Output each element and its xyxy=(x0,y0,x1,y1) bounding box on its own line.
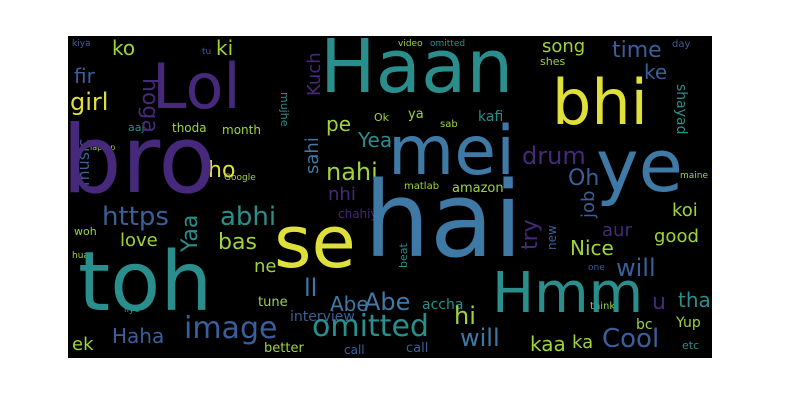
word-ye: ye xyxy=(596,124,683,208)
word-ek: ek xyxy=(72,334,94,355)
word-aaj: aaj xyxy=(128,121,145,134)
word-cloud: kiya tu video omitted day shes laptop aa… xyxy=(68,36,712,358)
word-matlab: matlab xyxy=(404,181,440,192)
word-tune: interview xyxy=(290,309,355,325)
word-Google: Google xyxy=(224,173,256,183)
word-bc: bc xyxy=(636,317,653,333)
word-maine: maine xyxy=(680,171,709,181)
word-call: call xyxy=(406,341,429,356)
word-interview: better xyxy=(264,341,304,356)
word-image: image xyxy=(184,311,278,346)
word-Cool: Cool xyxy=(602,324,660,354)
word-fir: fir xyxy=(74,64,95,88)
word-woh: woh xyxy=(74,225,97,238)
word-Nice: Nice xyxy=(570,236,614,260)
word-tu: tu xyxy=(202,47,212,57)
word-love: love xyxy=(120,230,158,251)
word-ho: ho xyxy=(208,158,236,183)
word-kaa: kaa xyxy=(530,332,566,356)
word-bro: bro xyxy=(68,106,216,215)
word-nhi: nhi xyxy=(328,184,356,205)
word-omitted: omitted xyxy=(312,309,429,344)
word-agar: tune xyxy=(258,295,288,310)
word-Lol: Lol xyxy=(152,50,241,123)
word-ll: ll xyxy=(304,274,318,302)
word-will: will xyxy=(460,324,500,352)
word-better: call xyxy=(344,343,365,357)
word-bhi: bhi xyxy=(552,66,648,139)
word-sahi: sahi xyxy=(302,137,323,174)
word-Haan: Haan xyxy=(320,36,514,110)
word-mei: mei xyxy=(388,112,515,191)
word-ke: ke xyxy=(644,60,668,84)
word-try: try xyxy=(518,219,543,250)
word-ne: ne xyxy=(254,256,277,277)
word-abhi: abhi xyxy=(220,202,277,232)
word-accha: accha xyxy=(422,297,464,313)
word-think: think xyxy=(590,301,616,312)
word-Kya: nahi xyxy=(326,158,378,186)
word-hai: hai xyxy=(364,159,523,281)
word-laptop: laptop xyxy=(90,143,116,152)
word-kiya: kiya xyxy=(72,39,91,49)
word-new: new xyxy=(545,225,559,250)
word-u: u xyxy=(652,290,666,315)
word-sab: sab xyxy=(440,119,458,130)
word-Hmm: Hmm xyxy=(492,261,644,326)
word-girl: girl xyxy=(70,88,109,116)
word-day: day xyxy=(672,39,691,50)
word-toh: toh xyxy=(78,235,213,330)
word-song: song xyxy=(542,36,586,57)
word-bas: bas xyxy=(218,230,257,255)
word-kafi: kafi xyxy=(478,109,504,125)
word-liye: liye xyxy=(124,305,140,315)
word-ki: ki xyxy=(216,36,234,60)
word-time: time xyxy=(612,38,662,63)
word-Yea: Yea xyxy=(358,128,393,152)
word-tha: tha xyxy=(678,288,711,312)
word-koi: koi xyxy=(672,200,698,221)
word-mujhe: mujhe xyxy=(278,92,291,127)
word-drum: drum xyxy=(522,142,586,170)
word-Ok: Ok xyxy=(374,111,390,124)
word-hi: hi xyxy=(454,302,476,330)
word-aur: aur xyxy=(602,220,632,241)
word-Oh: Oh xyxy=(568,166,600,191)
word-etc: etc xyxy=(682,339,700,352)
word-thoda: thoda xyxy=(172,121,207,135)
word-ya: ya xyxy=(408,107,424,122)
word-hua: hua xyxy=(72,251,89,261)
word-video: video xyxy=(398,39,423,49)
word-one: one xyxy=(588,263,605,273)
word-se: se xyxy=(274,200,356,284)
word-pe: pe xyxy=(326,112,351,136)
word-shes: shes xyxy=(540,55,566,68)
word-Abe: Abe xyxy=(364,288,411,316)
word-ko: ko xyxy=(112,36,136,60)
word-hu: Abe xyxy=(330,292,369,316)
word-omitted-small: omitted xyxy=(430,39,466,49)
word-Yup: Yup xyxy=(676,315,701,331)
word-Haha: Haha xyxy=(112,324,165,348)
word-month: month xyxy=(222,123,261,137)
word-chahiye: chahiye xyxy=(338,207,385,221)
word-https: https xyxy=(102,202,169,232)
word-good: good xyxy=(654,226,699,247)
word-amazon: amazon xyxy=(452,181,504,196)
word-ka: ka xyxy=(572,332,594,353)
word-nahi: will xyxy=(616,254,656,282)
